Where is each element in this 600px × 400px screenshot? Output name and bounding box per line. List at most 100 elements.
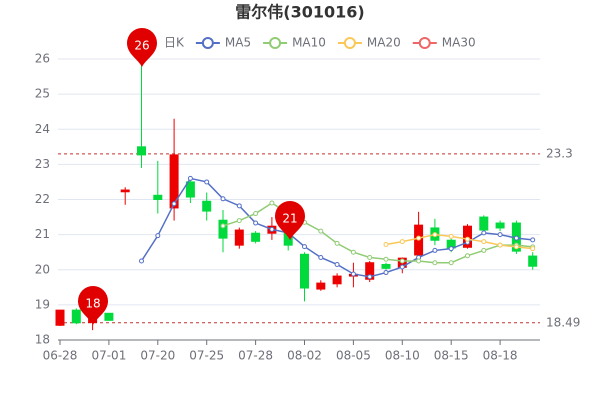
y-tick-label: 21 xyxy=(35,227,50,241)
ma-point xyxy=(530,246,536,252)
ma-point xyxy=(416,235,422,241)
y-tick-label: 25 xyxy=(35,87,50,101)
mark-line-label: 23.3 xyxy=(546,146,573,160)
ma-point xyxy=(269,200,275,206)
y-tick-label: 24 xyxy=(35,122,50,136)
ma-line xyxy=(385,233,533,250)
ma-point xyxy=(334,261,340,267)
ma-point xyxy=(497,232,503,238)
ma-point xyxy=(302,244,307,250)
ma-point xyxy=(465,253,470,259)
ma-point xyxy=(318,254,324,260)
candle-body xyxy=(169,154,179,209)
ma-point xyxy=(350,249,356,255)
ma-point xyxy=(139,258,144,264)
candle-body xyxy=(55,309,65,326)
candle-body xyxy=(300,253,309,289)
ma-line xyxy=(222,202,533,264)
x-tick-label: 08-15 xyxy=(434,349,469,363)
pin-label: 26 xyxy=(134,39,149,53)
legend-label: MA10 xyxy=(292,36,326,50)
ma-point xyxy=(253,220,259,226)
y-tick-label: 26 xyxy=(35,52,50,66)
ma-point xyxy=(269,226,275,232)
ma-point xyxy=(448,246,454,252)
ma-point xyxy=(448,233,454,239)
candle-body xyxy=(120,189,130,193)
x-tick-label: 08-18 xyxy=(483,349,518,363)
ma-point xyxy=(318,228,324,234)
pin: 21 xyxy=(275,201,305,240)
x-tick-label: 07-01 xyxy=(91,349,126,363)
ma-point xyxy=(383,270,389,276)
ma-point xyxy=(432,247,438,253)
candle-body xyxy=(185,181,195,198)
pin-shape xyxy=(78,286,108,325)
candle-body xyxy=(104,312,114,321)
chart-title: 雷尔伟(301016) xyxy=(235,3,364,22)
candle-body xyxy=(234,229,244,246)
ma-point xyxy=(155,233,161,239)
legend-label: MA30 xyxy=(442,36,476,50)
y-tick-label: 18 xyxy=(35,333,50,347)
x-tick-label: 08-05 xyxy=(336,349,371,363)
ma-point xyxy=(383,256,389,262)
x-tick-label: 07-28 xyxy=(238,349,273,363)
y-tick-label: 23 xyxy=(35,157,50,171)
candle-body xyxy=(251,232,261,242)
ma-point xyxy=(481,239,487,245)
ma-point xyxy=(432,232,438,238)
ma-point xyxy=(236,218,242,224)
pin-label: 18 xyxy=(85,297,100,311)
ma-point xyxy=(481,230,487,236)
candle-body xyxy=(202,200,212,212)
ma-point xyxy=(220,223,226,229)
legend-swatch xyxy=(269,37,282,49)
ma-point xyxy=(465,236,470,242)
pin-shape xyxy=(127,28,157,67)
ma-point xyxy=(383,241,389,247)
x-tick-label: 07-20 xyxy=(140,349,175,363)
candle-body xyxy=(528,255,538,267)
ma-point xyxy=(236,203,242,209)
legend-swatch xyxy=(201,37,214,49)
mark-line-label: 18.49 xyxy=(546,315,580,329)
ma-point xyxy=(513,235,519,241)
ma-point xyxy=(334,240,340,246)
legend-label: MA20 xyxy=(367,36,401,50)
ma-point xyxy=(220,196,226,202)
ma-point xyxy=(399,264,405,270)
y-tick-label: 20 xyxy=(35,262,50,276)
ma-point xyxy=(367,254,373,260)
y-tick-label: 22 xyxy=(35,192,50,206)
ma-point xyxy=(481,247,487,253)
legend-label: 日K xyxy=(164,36,185,50)
x-tick-label: 06-28 xyxy=(43,349,78,363)
ma-point xyxy=(367,274,373,280)
pin: 18 xyxy=(78,286,108,325)
ma-point xyxy=(399,258,405,264)
ma-point xyxy=(399,239,405,245)
x-tick-label: 08-10 xyxy=(385,349,420,363)
legend-swatch xyxy=(418,37,431,49)
pins: 26 18 21 xyxy=(78,28,305,325)
candle-body xyxy=(332,275,342,285)
candle-body xyxy=(153,194,163,201)
pin-shape xyxy=(275,201,305,240)
y-tick-label: 19 xyxy=(35,297,50,311)
candle-body xyxy=(381,263,391,269)
candle-body xyxy=(316,282,326,290)
x-tick-label: 07-25 xyxy=(189,349,224,363)
ma-point xyxy=(171,201,177,207)
ma-point xyxy=(416,258,422,264)
legend-label: MA5 xyxy=(225,36,251,50)
ma-point xyxy=(204,179,210,185)
pin: 26 xyxy=(127,28,157,67)
candle-body xyxy=(218,219,228,239)
ma-point xyxy=(448,260,454,266)
ma-point xyxy=(432,260,438,266)
candle-body xyxy=(479,216,489,231)
ma-point xyxy=(350,271,356,277)
pin-label: 21 xyxy=(282,212,297,226)
